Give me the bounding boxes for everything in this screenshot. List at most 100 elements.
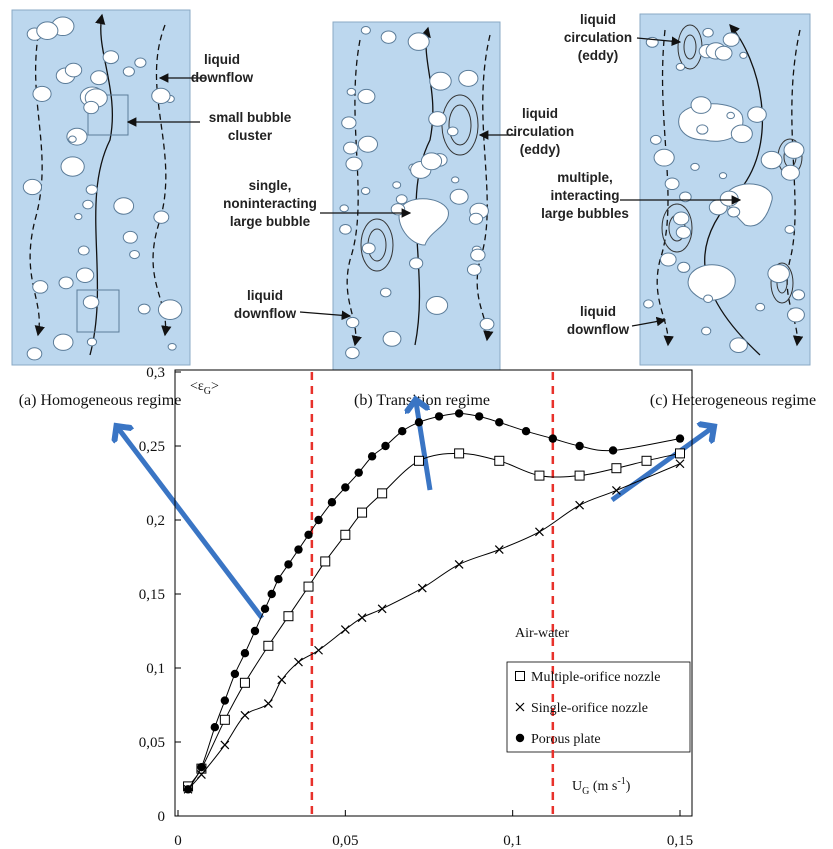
bubble <box>748 107 767 122</box>
point <box>231 670 239 678</box>
point <box>341 483 349 491</box>
panel-label: small bubble <box>209 110 292 125</box>
bubble <box>785 225 794 233</box>
bubble <box>408 33 429 51</box>
panel-label: liquid <box>247 288 283 303</box>
legend-label: Multiple-orifice nozzle <box>531 670 660 685</box>
point <box>522 427 530 435</box>
panel-label: downflow <box>234 306 297 321</box>
point <box>284 612 293 621</box>
y-tick-label: 0,2 <box>146 513 165 529</box>
bubble <box>346 317 358 327</box>
point <box>418 584 426 592</box>
panel-label: large bubbles <box>541 206 629 221</box>
bubble <box>761 151 782 168</box>
point <box>455 560 463 568</box>
bubble <box>480 318 494 330</box>
bubble <box>665 178 679 190</box>
bubble <box>715 46 732 60</box>
bubble <box>703 28 713 37</box>
bubble <box>678 262 690 272</box>
x-tick-label: 0 <box>174 833 182 849</box>
panel-drawings <box>12 10 810 370</box>
x-axis-label-part: (m s <box>589 779 617 794</box>
y-tick-label: 0,15 <box>139 587 165 603</box>
x-tick-label: 0,15 <box>667 833 693 849</box>
point <box>184 785 192 793</box>
point <box>455 409 463 417</box>
x-tick-label: 0,1 <box>503 833 522 849</box>
bubble <box>691 163 699 170</box>
bubble <box>59 277 73 289</box>
bubble <box>103 51 118 64</box>
point <box>341 626 349 634</box>
point <box>241 711 249 719</box>
point <box>609 446 617 454</box>
point <box>315 646 323 654</box>
bubble <box>467 264 481 275</box>
panel-caption: (b) Transition regime <box>354 392 490 409</box>
y-tick-label: 0,05 <box>139 735 165 751</box>
bubble <box>768 265 790 283</box>
bubble <box>87 338 96 346</box>
bubble <box>362 243 375 254</box>
bubble <box>130 250 140 258</box>
panel-label: circulation <box>506 124 574 139</box>
bubble <box>704 295 713 302</box>
bubble <box>123 67 134 76</box>
annotation: Air-water <box>515 626 569 641</box>
bubble <box>69 136 77 142</box>
bubble <box>756 303 765 311</box>
legend-label: Single-orifice nozzle <box>531 701 648 716</box>
panel-label: (eddy) <box>520 142 561 157</box>
point <box>642 456 651 465</box>
bubble <box>138 304 150 314</box>
bubble <box>731 125 752 143</box>
point <box>261 605 269 613</box>
bubble <box>727 112 735 118</box>
bubble <box>702 327 711 335</box>
bubble <box>781 165 799 180</box>
bubble <box>135 58 146 67</box>
bubble <box>691 97 711 114</box>
bubble <box>78 246 89 255</box>
bubble <box>697 125 708 134</box>
point <box>535 471 544 480</box>
x-axis-label-part: G <box>582 786 589 797</box>
legend-label: Porous plate <box>531 732 601 747</box>
panel-label: noninteracting <box>223 196 317 211</box>
bubble <box>37 22 58 40</box>
point <box>358 508 367 517</box>
point <box>576 501 584 509</box>
bubble <box>430 72 451 90</box>
bubble <box>450 189 468 204</box>
point <box>268 590 276 598</box>
panel-label: multiple, <box>557 170 613 185</box>
bubble <box>380 288 391 297</box>
panel-label: circulation <box>564 30 632 45</box>
bubble <box>83 296 99 309</box>
point <box>221 741 229 749</box>
panel-label: liquid <box>580 304 616 319</box>
point <box>328 498 336 506</box>
bubble <box>340 225 352 235</box>
bubble <box>421 153 441 170</box>
bubble <box>654 149 674 166</box>
point <box>415 418 423 426</box>
point <box>264 700 272 708</box>
point <box>304 531 312 539</box>
bubble <box>673 212 688 225</box>
point <box>435 412 443 420</box>
x-axis-label-part: -1 <box>617 776 625 787</box>
point <box>495 418 503 426</box>
point <box>676 460 684 468</box>
point <box>381 442 389 450</box>
y-tick-label: 0,3 <box>146 365 165 381</box>
bubble <box>644 300 654 308</box>
panel-label: downflow <box>567 322 630 337</box>
pointer-arrows <box>118 402 712 618</box>
bubble <box>788 308 805 322</box>
panel-label: downflow <box>191 70 254 85</box>
point <box>251 627 259 635</box>
bubble <box>660 253 676 266</box>
